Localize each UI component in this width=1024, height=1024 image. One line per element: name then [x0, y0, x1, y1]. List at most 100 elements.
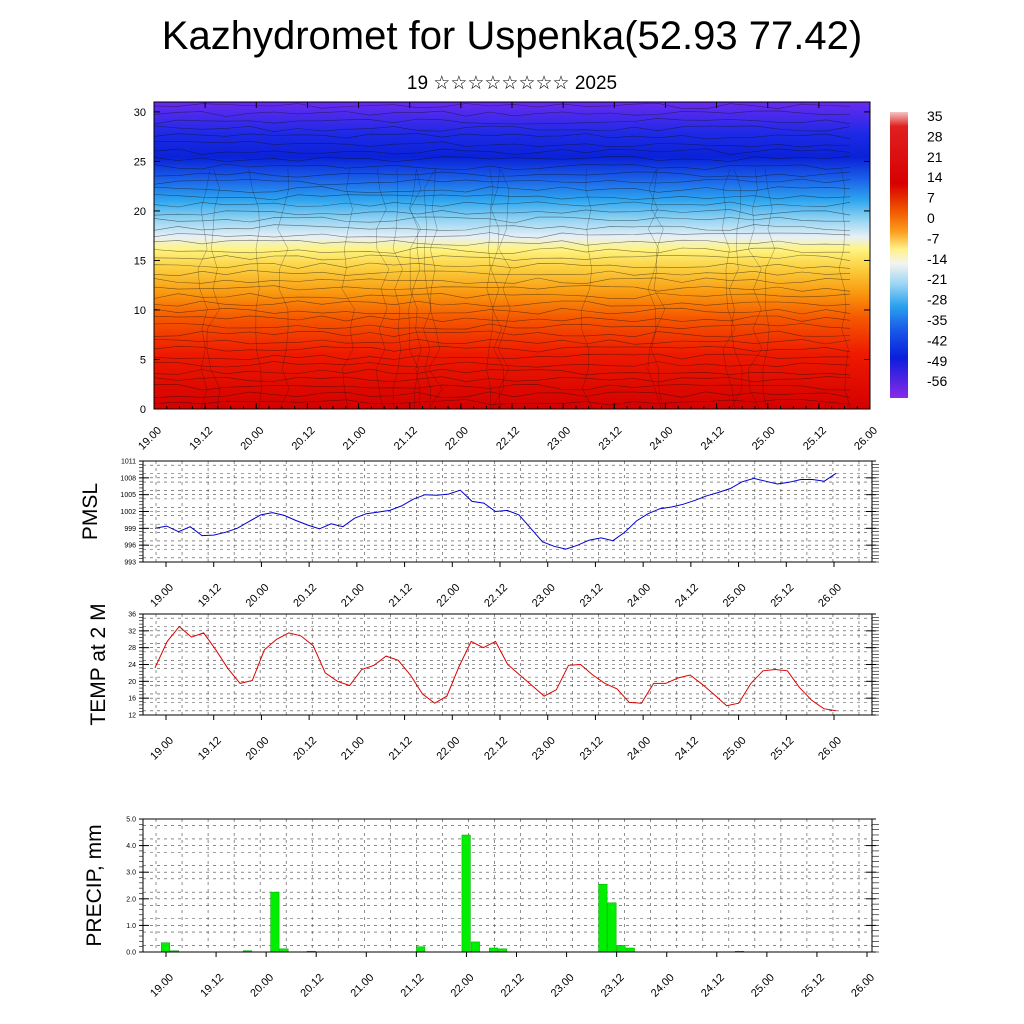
x-tick-label: 26.00	[852, 425, 880, 453]
colorbar-label: -42	[927, 332, 947, 348]
streamline	[154, 140, 851, 148]
x-tick-label: 23.12	[596, 425, 624, 453]
streamline	[154, 171, 851, 178]
y-tick-label: 1011	[121, 459, 136, 466]
streamline	[729, 168, 743, 409]
precip-bar	[416, 946, 426, 953]
x-tick-label: 19.00	[148, 972, 176, 1000]
x-tick-label: 19.12	[198, 972, 226, 1000]
streamline	[154, 330, 851, 338]
colorbar-label: 35	[927, 108, 943, 124]
colorbar-label: 7	[927, 190, 935, 206]
x-tick-label: 21.00	[348, 972, 376, 1000]
x-tick-label: 20.00	[248, 972, 276, 1000]
x-tick-label: 22.12	[494, 425, 522, 453]
heatmap-streamlines	[154, 102, 851, 409]
streamline	[248, 168, 262, 409]
x-tick-label: 20.00	[238, 425, 266, 453]
x-tick-label: 19.00	[136, 425, 164, 453]
x-tick-label: 26.00	[816, 735, 844, 763]
x-tick-label: 19.00	[148, 735, 176, 763]
x-tick-label: 24.00	[625, 582, 653, 610]
streamline	[498, 168, 511, 409]
x-tick-label: 23.00	[549, 972, 577, 1000]
streamline	[154, 315, 851, 323]
streamline	[154, 262, 851, 269]
x-tick-label: 22.12	[482, 582, 510, 610]
streamline	[154, 307, 851, 315]
precip-bar	[461, 834, 471, 953]
x-tick-label: 20.12	[291, 735, 319, 763]
streamline	[154, 254, 851, 261]
x-tick-label: 21.12	[392, 425, 420, 453]
streamline	[375, 168, 390, 409]
x-tick-label: 20.00	[244, 582, 272, 610]
x-tick-label: 24.12	[699, 425, 727, 453]
x-tick-label: 21.12	[399, 972, 427, 1000]
colorbar-label: 14	[927, 169, 943, 185]
y-tick-label: 4.0	[126, 843, 136, 850]
streamline	[154, 194, 851, 201]
y-tick-label: 32	[128, 628, 136, 635]
streamline	[154, 216, 850, 224]
x-tick-label: 25.00	[721, 735, 749, 763]
y-tick-label: 36	[128, 612, 136, 619]
colorbar-label: -35	[927, 312, 947, 328]
x-tick-label: 22.00	[443, 425, 471, 453]
streamline	[647, 168, 662, 409]
y-tick-label: 10	[134, 305, 146, 317]
y-tick-label: 996	[124, 543, 136, 550]
colorbar-label: -7	[927, 230, 940, 246]
y-tick-label: 2.0	[126, 896, 136, 903]
x-tick-label: 23.00	[530, 582, 558, 610]
precip-bar	[489, 947, 499, 953]
precip-bar	[470, 941, 480, 953]
y-tick-label: 3.0	[126, 870, 136, 877]
streamline	[154, 117, 851, 125]
streamline	[154, 102, 851, 110]
y-tick-label: 1002	[120, 509, 136, 516]
streamline	[154, 361, 851, 368]
streamline	[154, 384, 851, 391]
streamline	[154, 292, 851, 300]
colorbar-label: 21	[927, 149, 943, 165]
colorbar-label: -21	[927, 271, 947, 287]
colorbar-label: 0	[927, 210, 935, 226]
y-tick-label: 0	[140, 404, 146, 416]
x-tick-label: 25.00	[749, 972, 777, 1000]
streamline	[154, 125, 851, 133]
x-tick-label: 23.12	[578, 582, 606, 610]
page-subtitle: 19 ☆☆☆☆☆☆☆☆ 2025	[406, 73, 618, 94]
streamline	[838, 168, 851, 409]
precip-bar	[160, 942, 170, 953]
streamline	[154, 285, 851, 292]
y-tick-label: 1005	[120, 492, 136, 499]
heatmap-field	[154, 102, 870, 409]
streamline	[762, 168, 775, 409]
y-tick-label: 20	[128, 679, 136, 686]
y-tick-label: 1008	[120, 475, 136, 482]
x-tick-label: 20.12	[291, 582, 319, 610]
page-title: Kazhydromet for Uspenka(52.93 77.42)	[161, 14, 863, 58]
streamline	[206, 168, 221, 409]
streamline	[428, 168, 443, 409]
x-tick-label: 25.12	[768, 582, 796, 610]
streamline	[409, 168, 422, 409]
streamline	[408, 168, 422, 409]
y-tick-label: 16	[128, 696, 136, 703]
streamline	[154, 163, 851, 170]
y-tick-label: 1.0	[126, 923, 136, 930]
panel-frame	[142, 818, 873, 953]
streamline	[341, 168, 355, 409]
x-tick-label: 25.12	[799, 972, 827, 1000]
streamline	[154, 224, 851, 231]
x-tick-label: 24.00	[625, 735, 653, 763]
streamline	[277, 168, 290, 409]
streamline	[581, 168, 594, 409]
y-tick-label: 30	[134, 107, 146, 119]
x-tick-label: 25.00	[721, 582, 749, 610]
pmsl-panel: 993 996 999 1002 1005 1008 1011 19.00 19.12 20.00…	[79, 459, 879, 610]
streamline	[154, 376, 851, 383]
x-tick-label: 21.00	[341, 425, 369, 453]
